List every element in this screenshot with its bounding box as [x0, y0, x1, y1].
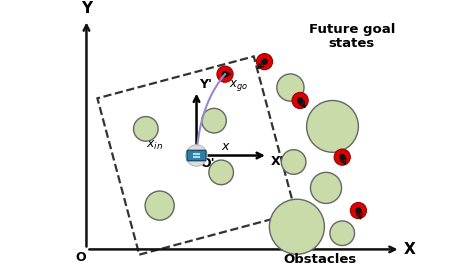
Circle shape	[282, 150, 306, 174]
Circle shape	[356, 208, 361, 213]
Circle shape	[202, 108, 226, 133]
Circle shape	[209, 160, 234, 185]
Circle shape	[256, 54, 273, 70]
Text: states: states	[329, 37, 375, 50]
Circle shape	[269, 199, 324, 254]
Text: X: X	[404, 242, 416, 257]
Text: $x_{go}$: $x_{go}$	[229, 78, 248, 92]
Text: Future goal: Future goal	[309, 23, 395, 36]
Circle shape	[292, 92, 308, 108]
Circle shape	[297, 98, 303, 104]
Text: Obstacles: Obstacles	[283, 253, 356, 266]
Circle shape	[222, 71, 228, 77]
Text: $x_{in}$: $x_{in}$	[146, 139, 164, 153]
Circle shape	[339, 154, 345, 160]
Circle shape	[217, 66, 233, 82]
Text: X': X'	[270, 155, 284, 168]
Circle shape	[334, 149, 350, 165]
Circle shape	[145, 191, 174, 220]
FancyBboxPatch shape	[187, 150, 206, 161]
Circle shape	[277, 74, 304, 101]
Circle shape	[307, 100, 358, 152]
Circle shape	[310, 172, 342, 203]
Circle shape	[330, 221, 355, 246]
Text: $x$: $x$	[221, 140, 231, 153]
Circle shape	[350, 203, 366, 219]
Text: Y': Y'	[199, 78, 212, 91]
Circle shape	[186, 145, 207, 166]
Circle shape	[262, 59, 267, 65]
Text: O': O'	[201, 157, 215, 170]
Text: Y: Y	[81, 1, 92, 16]
Text: O: O	[75, 251, 86, 264]
Circle shape	[134, 116, 158, 141]
